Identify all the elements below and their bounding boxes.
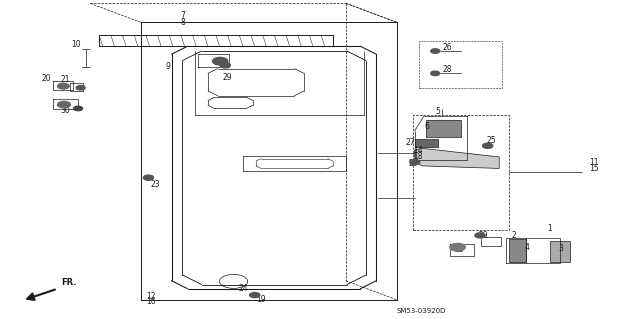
Text: 3: 3 [558, 244, 563, 253]
Text: 22: 22 [454, 245, 464, 254]
Polygon shape [415, 148, 499, 168]
Polygon shape [415, 139, 438, 147]
Text: 28: 28 [443, 65, 452, 74]
Circle shape [143, 175, 154, 180]
Text: 2: 2 [512, 231, 516, 240]
Text: 5: 5 [435, 107, 440, 116]
Text: 6: 6 [425, 122, 430, 131]
Circle shape [74, 106, 83, 111]
Text: 21: 21 [61, 75, 70, 84]
Polygon shape [426, 120, 461, 137]
Text: 16: 16 [146, 297, 156, 306]
Text: 25: 25 [486, 136, 496, 145]
Text: 18: 18 [413, 152, 422, 161]
Circle shape [250, 293, 260, 298]
Circle shape [58, 101, 70, 108]
Text: 14: 14 [413, 146, 422, 155]
Text: 12: 12 [146, 292, 156, 300]
Text: 29: 29 [408, 159, 418, 168]
Text: 10: 10 [72, 40, 81, 48]
Circle shape [483, 143, 493, 148]
Circle shape [410, 160, 420, 165]
Circle shape [76, 85, 85, 90]
Text: 7: 7 [180, 11, 186, 20]
Text: 29: 29 [479, 231, 488, 240]
Circle shape [431, 71, 440, 76]
Circle shape [450, 243, 465, 251]
Text: 29: 29 [222, 73, 232, 82]
Text: SM53-03920D: SM53-03920D [397, 308, 446, 314]
Text: 1: 1 [547, 224, 552, 233]
Circle shape [431, 49, 440, 53]
Text: 26: 26 [443, 43, 452, 52]
Polygon shape [550, 241, 570, 262]
Text: 15: 15 [589, 164, 598, 173]
Text: 20: 20 [42, 74, 51, 83]
Text: 24: 24 [238, 284, 248, 293]
Text: 11: 11 [589, 158, 598, 167]
Text: 8: 8 [180, 18, 185, 27]
Text: FR.: FR. [61, 278, 76, 287]
Text: 9: 9 [165, 62, 170, 70]
Text: 19: 19 [256, 295, 266, 304]
Text: 27: 27 [406, 138, 415, 147]
Circle shape [212, 57, 228, 65]
Circle shape [220, 63, 230, 68]
Polygon shape [509, 239, 526, 262]
Circle shape [475, 233, 485, 238]
Text: 30: 30 [61, 106, 70, 115]
Circle shape [58, 83, 69, 89]
Text: 4: 4 [525, 243, 530, 252]
Text: 23: 23 [150, 180, 160, 189]
